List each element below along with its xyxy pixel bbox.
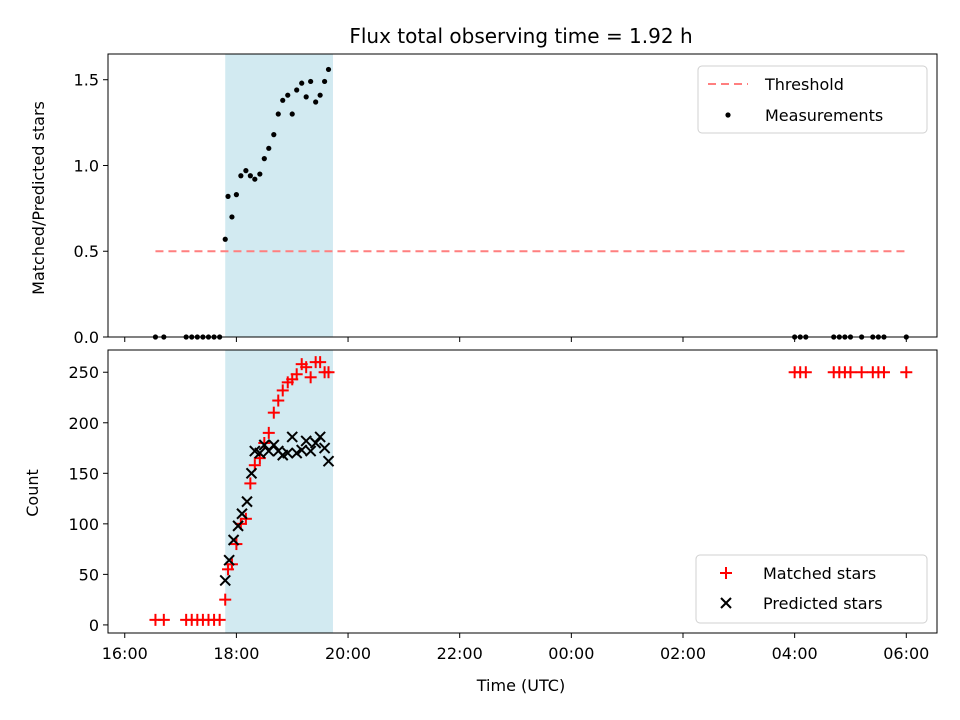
top-y-axis-label: Matched/Predicted stars: [29, 101, 48, 295]
y-tick-label: 200: [68, 414, 99, 433]
top-legend: [697, 65, 928, 134]
predicted-star-point: [318, 442, 331, 454]
predicted-star-point: [236, 508, 248, 520]
measurement-point: [243, 168, 249, 174]
matched-star-point: [219, 593, 232, 606]
x-tick-label: 06:00: [883, 644, 929, 663]
predicted-star-point: [282, 447, 294, 459]
matched-star-point: [290, 368, 303, 381]
x-tick-label: 04:00: [772, 644, 818, 663]
matched-star-point: [322, 366, 335, 379]
measurement-point: [294, 87, 300, 93]
measurement-point: [289, 111, 295, 117]
matched-star-point: [877, 366, 890, 379]
measurement-point: [285, 92, 291, 98]
x-tick-label: 02:00: [660, 644, 706, 663]
legend-predicted-swatch: [720, 597, 732, 609]
matched-star-point: [267, 406, 280, 419]
top-panel: 0.0 0.5 1.0 1.5 Threshold Measurements: [74, 53, 938, 347]
measurement-point: [325, 66, 332, 73]
matched-star-point: [272, 394, 285, 407]
measurement-point: [229, 214, 235, 220]
predicted-star-point: [232, 520, 244, 532]
predicted-star-point: [223, 554, 235, 566]
x-tick-label: 18:00: [213, 644, 259, 663]
measurement-point: [257, 171, 263, 177]
measurement-point: [308, 78, 314, 85]
y-tick-label: 250: [68, 363, 99, 382]
bottom-axes-frame: [107, 349, 938, 634]
matched-star-point: [844, 366, 857, 379]
measurement-point: [252, 176, 258, 182]
measurement-point: [238, 173, 244, 179]
matched-star-point: [157, 613, 170, 626]
matched-star-point: [213, 613, 226, 626]
matched-star-point: [900, 366, 913, 379]
measurement-point: [317, 92, 323, 98]
bottom-y-axis-label: Count: [23, 469, 42, 517]
predicted-star-point: [227, 534, 240, 546]
predicted-star-point: [254, 447, 266, 459]
y-tick-label: 100: [68, 515, 99, 534]
measurement-point: [313, 99, 319, 105]
measurement-point: [299, 80, 305, 86]
measurement-point: [275, 111, 281, 117]
predicted-star-point: [258, 439, 271, 451]
observing-interval-shade: [225, 350, 333, 633]
measurement-point: [266, 145, 272, 151]
x-tick-label: 00:00: [548, 644, 594, 663]
matched-star-point: [799, 366, 812, 379]
y-tick-label: 50: [79, 565, 99, 584]
y-tick-label: 1.0: [74, 156, 99, 175]
measurement-point: [233, 192, 239, 198]
measurement-point: [280, 97, 286, 103]
y-tick-label: 0.0: [74, 328, 99, 347]
x-tick-label: 16:00: [102, 644, 148, 663]
matched-star-point: [262, 426, 275, 439]
measurement-point: [247, 173, 253, 179]
legend-predicted-label: Predicted stars: [763, 594, 883, 613]
legend-measurements-label: Measurements: [765, 106, 883, 125]
measurement-point: [271, 132, 277, 138]
y-tick-label: 0.5: [74, 242, 99, 261]
legend-threshold-label: Threshold: [764, 75, 844, 94]
y-tick-label: 150: [68, 464, 99, 483]
x-tick-label: 22:00: [437, 644, 483, 663]
measurement-point: [322, 78, 328, 85]
legend-measurements-swatch: [725, 112, 731, 118]
predicted-star-point: [219, 574, 231, 587]
predicted-star-point: [322, 455, 335, 467]
top-axes-frame: [107, 53, 938, 338]
measurement-point: [225, 193, 231, 199]
matched-star-point: [244, 477, 257, 490]
bottom-legend: [695, 554, 928, 624]
x-axis-label: Time (UTC): [476, 676, 565, 695]
matched-star-point: [304, 371, 317, 384]
matched-star-point: [276, 384, 289, 397]
predicted-star-point: [286, 431, 298, 443]
measurement-point: [222, 236, 228, 242]
predicted-star-point: [241, 495, 253, 508]
observing-interval-shade: [225, 54, 333, 337]
legend-matched-swatch: [720, 567, 732, 579]
measurement-point: [261, 156, 267, 162]
predicted-star-point: [309, 437, 322, 449]
matched-star-point: [300, 361, 313, 374]
bottom-panel: 0 50 100 150 200 250 16:00 18:00 20:00 22:00 00:00…: [68, 349, 938, 663]
predicted-star-point: [268, 439, 280, 451]
chart-title: Flux total observing time = 1.92 h: [349, 24, 692, 48]
predicted-star-point: [304, 445, 317, 457]
predicted-star-point: [314, 431, 326, 443]
predicted-star-point: [300, 435, 312, 447]
matched-star-point: [314, 356, 327, 369]
predicted-star-point: [245, 467, 258, 480]
legend-matched-label: Matched stars: [763, 564, 876, 583]
y-tick-label: 1.5: [74, 71, 99, 90]
x-tick-label: 20:00: [325, 644, 371, 663]
measurement-point: [303, 94, 309, 100]
y-tick-label: 0: [89, 616, 99, 635]
matched-star-point: [855, 366, 868, 379]
